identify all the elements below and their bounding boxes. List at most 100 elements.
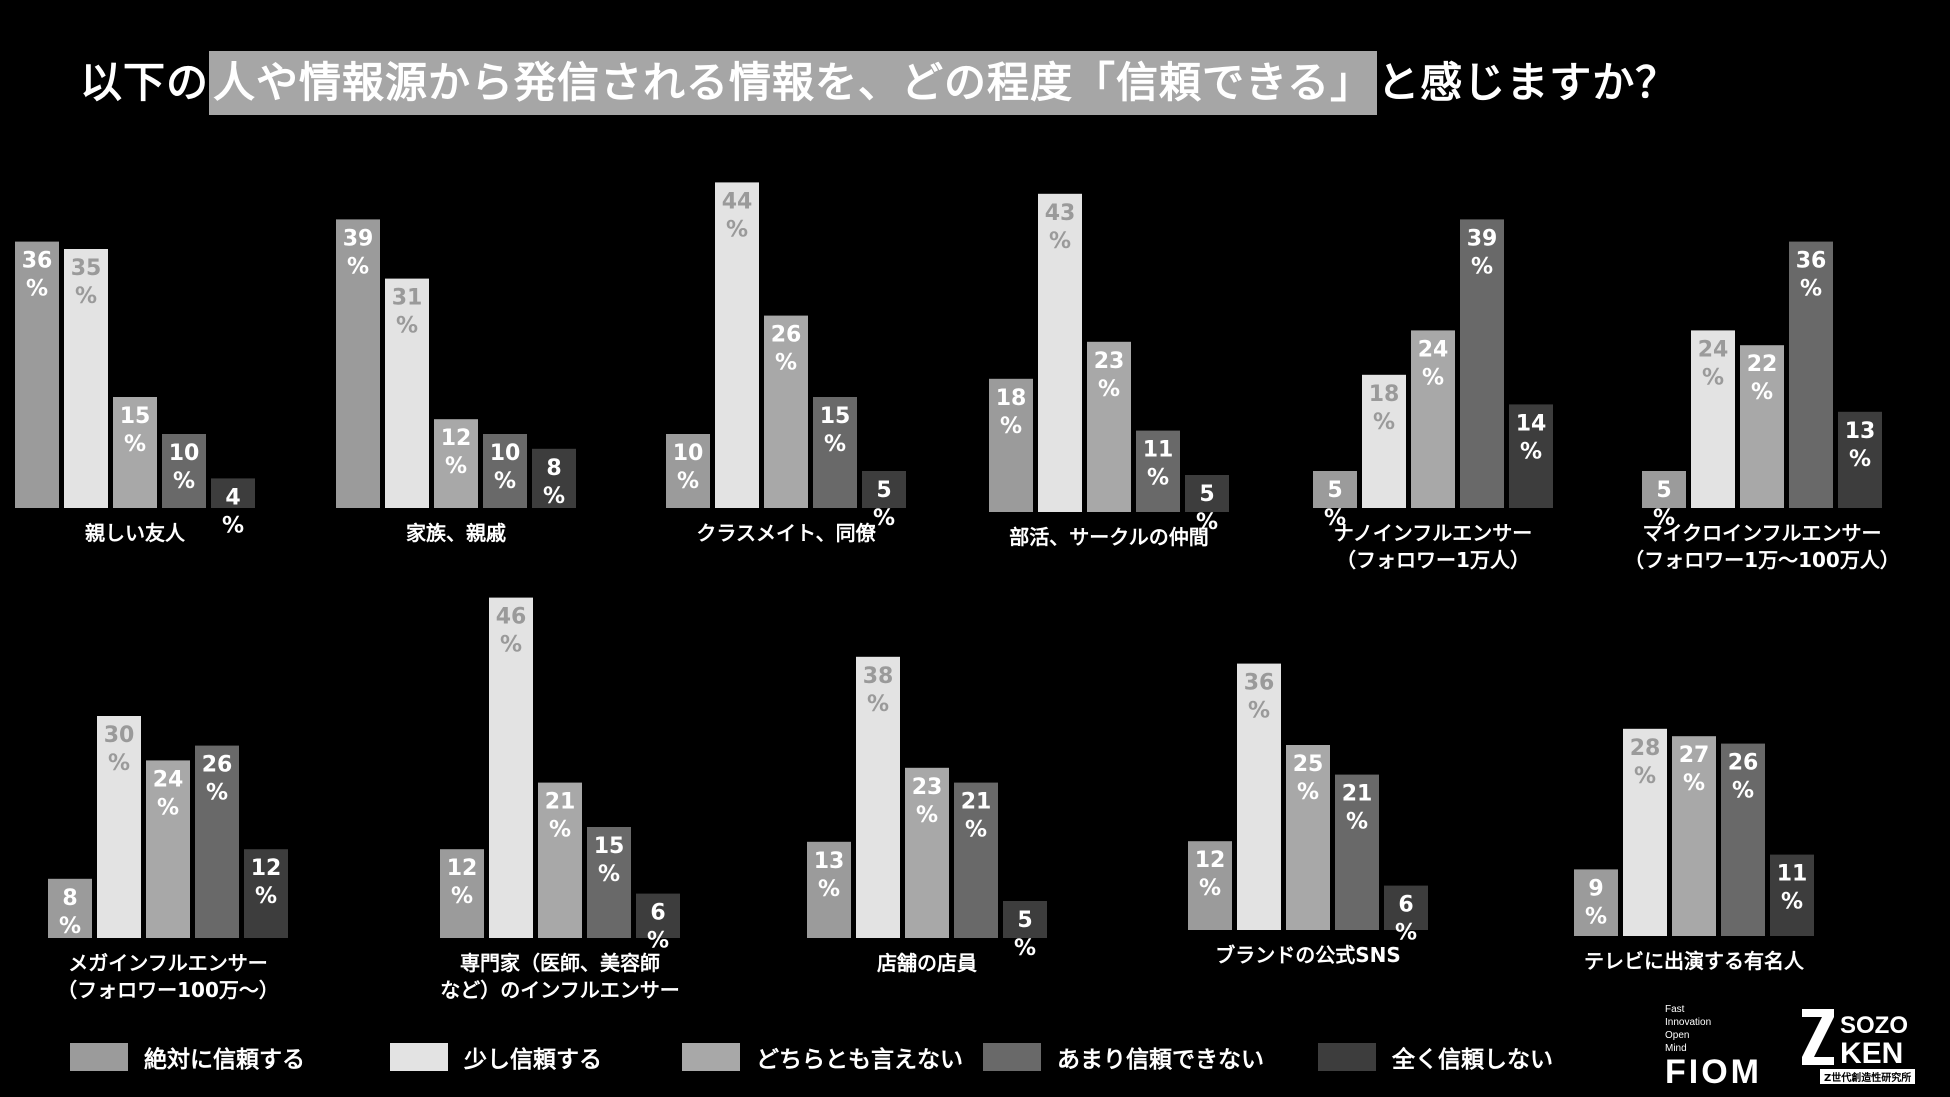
sozoken-z-mark: SOZO KEN [1802,1009,1908,1070]
data-label-6-2: 24 [153,767,184,792]
bar-0-3 [162,434,206,508]
legend-label-0: 絶対に信頼する [144,1047,305,1073]
data-label-3-1: 43 [1045,201,1076,226]
data-label-8-0: 13 [814,849,845,874]
bar-4-2 [1411,330,1455,508]
category-label-6-0: メガインフルエンサー [68,951,267,975]
data-label-1-4: 8 [546,456,561,481]
data-label-pct-1-3: % [494,469,516,494]
data-label-6-3: 26 [202,753,233,778]
category-label-5-0: マイクロインフルエンサー [1643,521,1882,545]
category-label-4-0: ナノインフルエンサー [1334,521,1532,545]
bar-7-0 [440,849,484,938]
bar-3-3 [1136,430,1180,512]
bar-6-4 [244,849,288,938]
data-label-pct-10-1: % [1634,764,1656,789]
data-label-0-4: 4 [225,485,240,510]
data-label-pct-3-4: % [1196,510,1218,535]
chart-group-1: 39% 31% 12% 10% 8% 家族、親戚 [336,219,576,545]
sozoken-logo: SOZO KEN Z世代創造性研究所 [1800,1005,1918,1085]
data-label-pct-9-0: % [1199,876,1221,901]
data-label-10-0: 9 [1588,876,1603,901]
bar-1-2 [434,419,478,508]
fiom-logo: Fast Innovation Open Mind FIOM [1665,1003,1785,1089]
data-label-0-2: 15 [120,404,151,429]
bar-5-1 [1691,330,1735,508]
data-label-5-1: 24 [1698,337,1729,362]
fiom-line-3: Mind [1665,1043,1687,1054]
data-label-pct-5-1: % [1702,365,1724,390]
chart-group-9: 12%36%25% 21%6%ブランドの公式SNS [1188,663,1428,967]
sozo-sub: Z世代創造性研究所 [1820,1069,1916,1084]
data-label-pct-9-1: % [1248,699,1270,724]
title-pre: 以下の [80,58,210,107]
data-label-2-3: 15 [820,404,851,429]
bar-10-1 [1623,728,1667,936]
title-highlight: 人や情報源から発信される情報を、どの程度「信頼できる」 [209,51,1378,115]
data-label-8-4: 5 [1017,908,1032,933]
data-label-pct-5-3: % [1800,277,1822,302]
category-label-1-0: 家族、親戚 [406,521,506,545]
sozo-bottom: KEN [1840,1037,1903,1069]
data-label-pct-8-1: % [867,692,889,717]
data-label-pct-10-3: % [1732,779,1754,804]
data-label-pct-7-4: % [647,929,669,954]
data-label-pct-0-4: % [222,513,244,538]
data-label-10-4: 11 [1777,862,1808,887]
page-title: 以下の 人や情報源から発信される情報を、どの程度「信頼できる」 と感じますか？ [80,48,1678,118]
data-label-pct-6-3: % [206,781,228,806]
data-label-pct-3-0: % [1000,414,1022,439]
data-label-pct-9-2: % [1297,780,1319,805]
data-label-0-3: 10 [169,441,200,466]
data-label-pct-2-0: % [677,469,699,494]
data-label-4-3: 39 [1467,226,1498,251]
sozo-top: SOZO [1840,1012,1908,1039]
bar-4-0 [1313,471,1357,508]
bar-6-2 [146,760,190,938]
chart-group-2: 10%44%26%15%5%クラスメイト、同僚 [666,182,906,545]
legend-label-1: 少し信頼する [464,1047,602,1073]
bar-5-4 [1838,411,1882,508]
data-label-5-2: 22 [1747,352,1778,377]
bar-7-4 [636,893,680,938]
bar-3-4 [1185,475,1229,512]
data-label-pct-4-4: % [1520,439,1542,464]
category-label-10-0: テレビに出演する有名人 [1584,949,1805,973]
legend-swatch-2 [682,1043,740,1071]
data-label-pct-9-3: % [1346,810,1368,835]
data-label-pct-6-0: % [59,914,81,939]
data-label-pct-5-4: % [1849,447,1871,472]
data-label-9-1: 36 [1244,671,1275,696]
bar-9-1 [1237,663,1281,930]
data-label-8-3: 21 [961,790,992,815]
data-label-pct-8-3: % [965,818,987,843]
data-label-10-3: 26 [1728,751,1759,776]
data-label-9-2: 25 [1293,752,1324,777]
category-label-2-0: クラスメイト、同僚 [696,521,876,545]
bar-7-2 [538,782,582,938]
category-label-8-0: 店舗の店員 [877,951,977,975]
data-label-1-3: 10 [490,441,521,466]
legend-label-4: 全く信頼しない [1392,1047,1553,1073]
data-label-7-1: 46 [496,605,527,630]
data-label-pct-2-1: % [726,217,748,242]
data-label-pct-3-2: % [1098,377,1120,402]
data-label-1-2: 12 [441,426,472,451]
bar-9-2 [1286,745,1330,930]
category-label-7-0: 専門家（医師、美容師 [460,951,660,975]
data-label-5-4: 13 [1845,419,1876,444]
bar-2-2 [764,315,808,508]
bar-10-2 [1672,736,1716,936]
data-label-3-4: 5 [1199,482,1214,507]
bar-10-0 [1574,869,1618,936]
data-label-pct-2-3: % [824,432,846,457]
legend-item-3: あまり信頼できない [983,1040,1264,1074]
bar-8-3 [954,782,998,938]
data-label-10-2: 27 [1679,743,1710,768]
data-label-pct-5-0: % [1653,506,1675,531]
bar-8-1 [856,656,900,938]
bar-0-4 [211,478,255,508]
legend-item-4: 全く信頼しない [1318,1040,1553,1074]
fiom-line-1: Innovation [1665,1017,1712,1028]
bar-0-2 [113,397,157,508]
